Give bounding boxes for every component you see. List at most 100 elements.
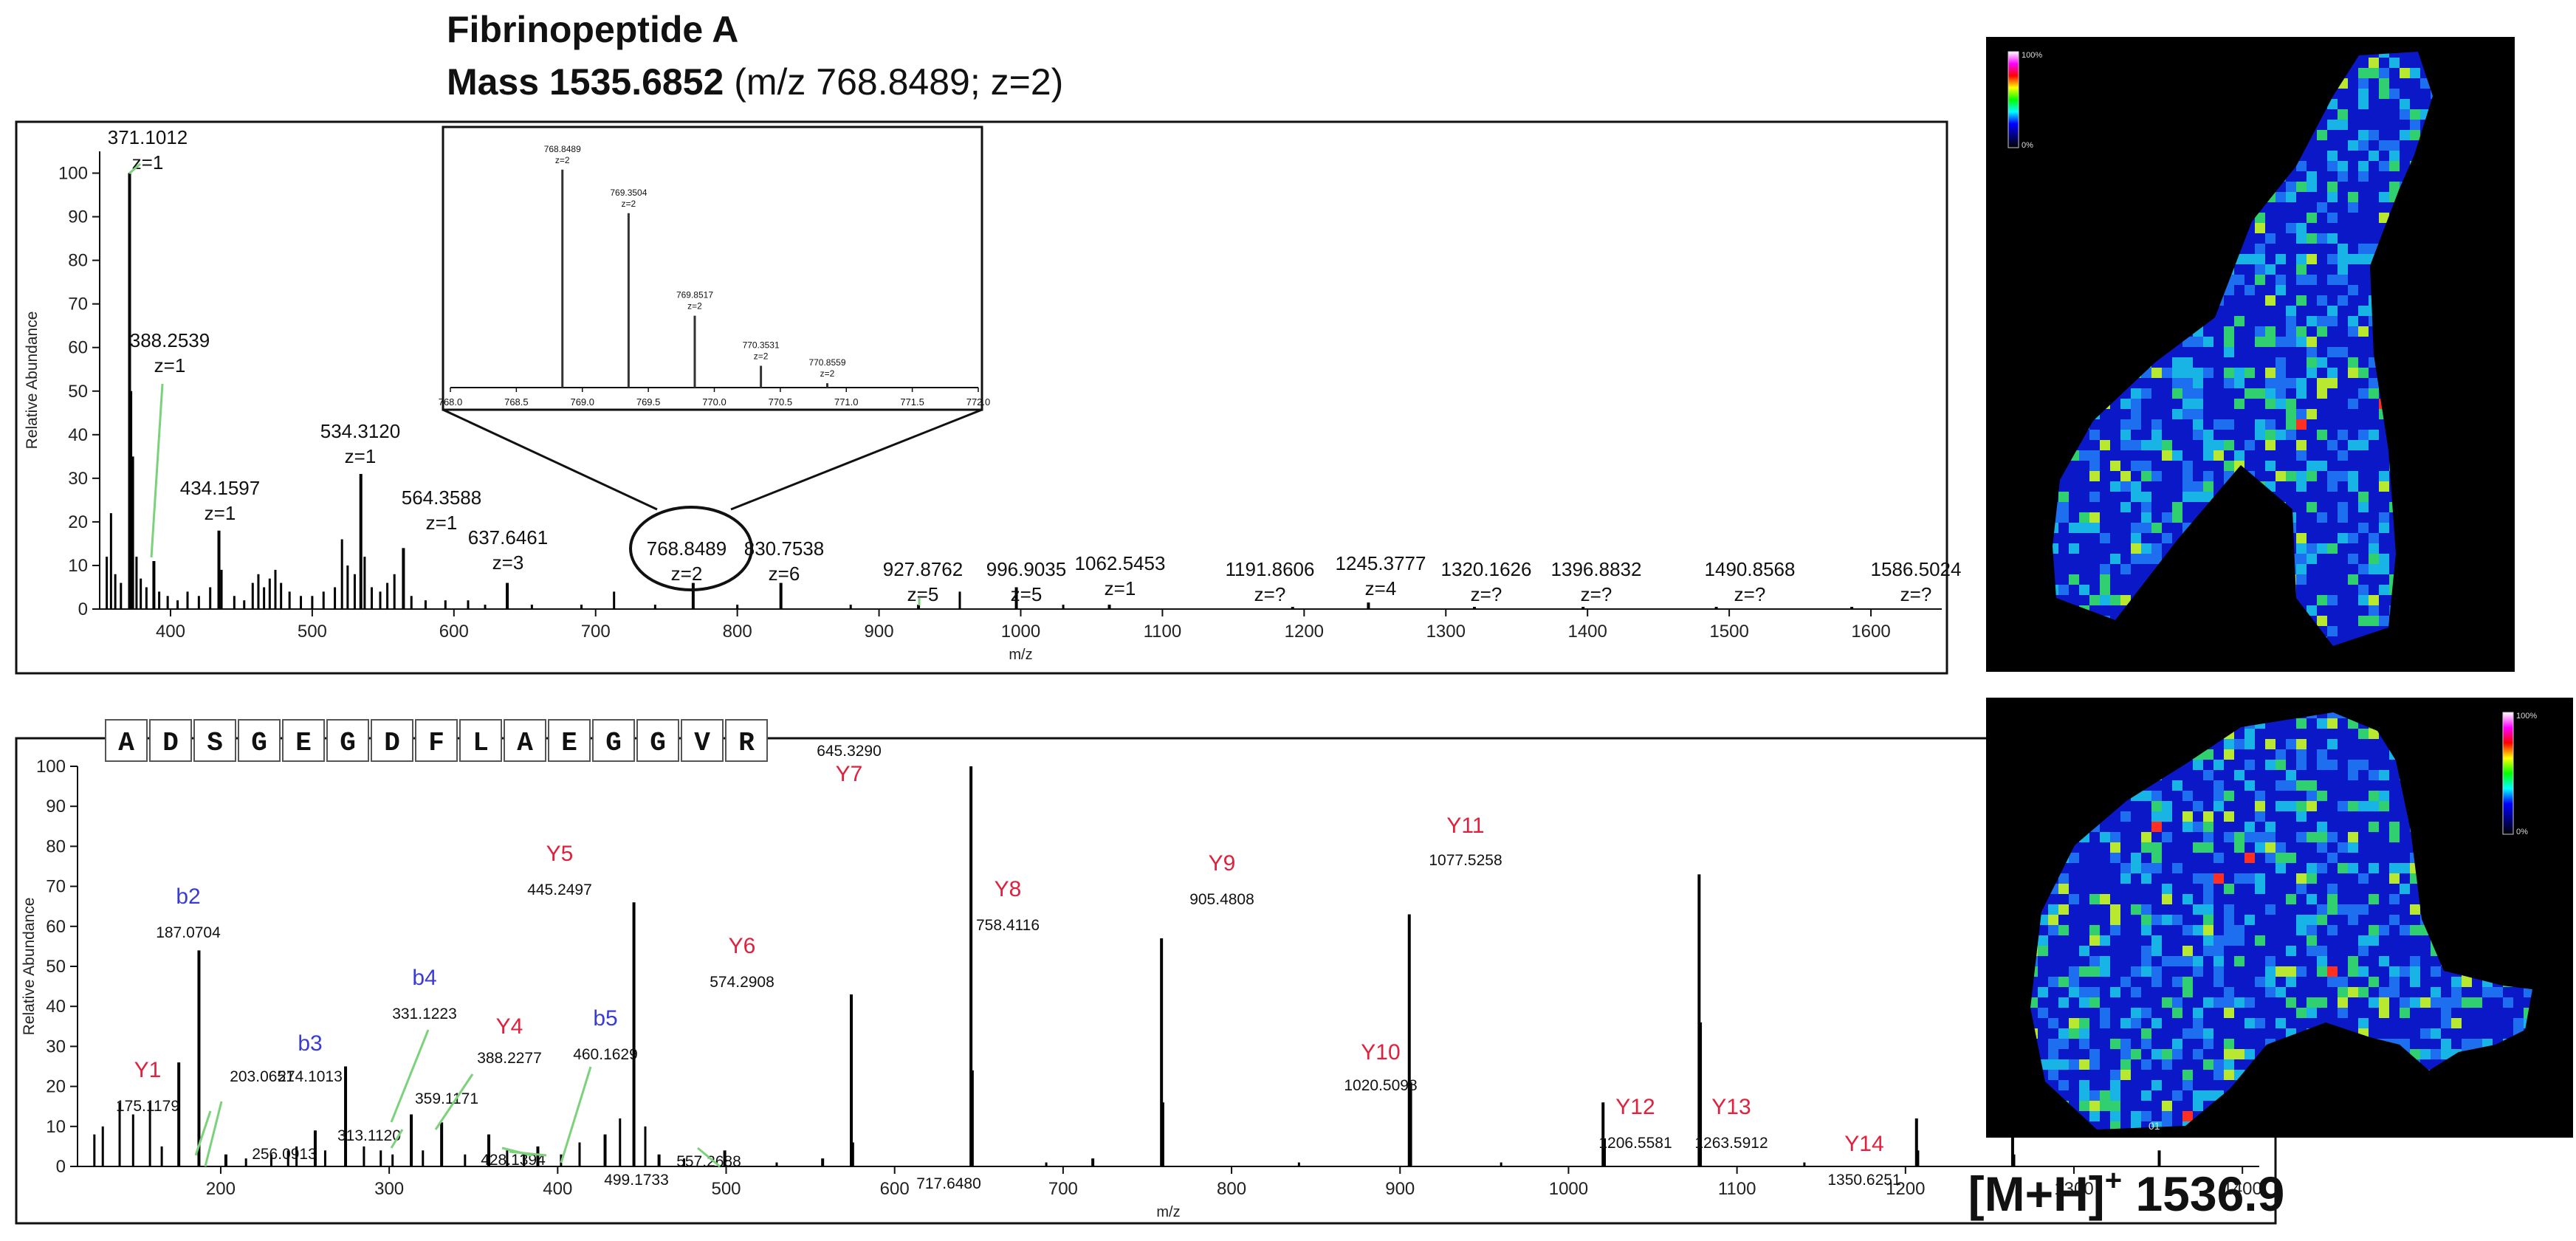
intensity-pixel xyxy=(1996,554,2007,564)
intensity-pixel xyxy=(2100,636,2110,646)
intensity-pixel xyxy=(2296,832,2307,842)
intensity-pixel xyxy=(2255,347,2265,357)
intensity-pixel xyxy=(2069,254,2079,264)
intensity-pixel xyxy=(2286,523,2296,533)
intensity-pixel xyxy=(2213,326,2224,337)
intensity-pixel xyxy=(2089,718,2100,729)
intensity-pixel xyxy=(2255,419,2265,430)
intensity-pixel xyxy=(2182,264,2193,275)
intensity-pixel xyxy=(2338,347,2348,357)
sequence-residue-box xyxy=(149,719,192,762)
intensity-pixel xyxy=(2100,481,2110,492)
intensity-pixel xyxy=(2244,636,2255,646)
intensity-pixel xyxy=(2244,626,2255,636)
intensity-pixel xyxy=(2110,739,2120,749)
intensity-pixel xyxy=(1996,739,2007,749)
intensity-pixel xyxy=(2307,853,2317,863)
intensity-pixel xyxy=(2369,712,2379,718)
intensity-pixel xyxy=(2513,161,2515,171)
intensity-pixel xyxy=(2234,182,2244,192)
intensity-pixel xyxy=(2493,58,2503,68)
intensity-pixel xyxy=(2213,378,2224,388)
intensity-pixel xyxy=(2038,213,2048,223)
intensity-pixel xyxy=(2317,58,2327,68)
intensity-pixel xyxy=(2389,58,2400,68)
intensity-pixel xyxy=(2007,884,2017,894)
intensity-pixel xyxy=(2213,791,2224,801)
intensity-pixel xyxy=(2338,471,2348,481)
intensity-pixel xyxy=(2244,616,2255,626)
intensity-pixel xyxy=(2451,37,2462,47)
intensity-pixel xyxy=(2027,306,2038,316)
intensity-pixel xyxy=(2172,853,2182,863)
intensity-pixel xyxy=(2493,739,2503,749)
intensity-pixel xyxy=(2358,99,2369,109)
intensity-pixel xyxy=(2451,512,2462,523)
intensity-pixel xyxy=(2265,585,2276,595)
intensity-pixel xyxy=(2451,749,2462,760)
intensity-pixel xyxy=(2348,657,2358,667)
intensity-pixel xyxy=(2296,140,2307,151)
intensity-pixel xyxy=(2369,99,2379,109)
intensity-pixel xyxy=(2007,357,2017,368)
intensity-pixel xyxy=(2089,233,2100,244)
intensity-pixel xyxy=(2069,440,2079,450)
intensity-pixel xyxy=(2358,770,2369,780)
intensity-pixel xyxy=(2131,647,2141,657)
intensity-pixel xyxy=(2327,130,2338,140)
intensity-pixel xyxy=(2307,739,2317,749)
intensity-pixel xyxy=(2400,616,2410,626)
intensity-pixel xyxy=(2276,254,2286,264)
intensity-pixel xyxy=(2358,554,2369,564)
intensity-pixel xyxy=(2141,388,2151,399)
intensity-pixel xyxy=(2420,780,2431,791)
intensity-pixel xyxy=(2451,368,2462,378)
intensity-pixel xyxy=(2410,244,2420,254)
intensity-pixel xyxy=(2286,780,2296,791)
intensity-pixel xyxy=(2058,109,2069,120)
peak-label: 1396.8832 xyxy=(1551,558,1642,580)
intensity-pixel xyxy=(1996,47,2007,58)
intensity-pixel xyxy=(2265,811,2276,822)
intensity-pixel xyxy=(2565,894,2573,904)
intensity-pixel xyxy=(2431,729,2441,739)
intensity-pixel xyxy=(2203,492,2213,502)
intensity-pixel xyxy=(2058,244,2069,254)
intensity-pixel xyxy=(2472,832,2482,842)
intensity-pixel xyxy=(2358,368,2369,378)
intensity-pixel xyxy=(2030,863,2038,873)
intensity-pixel xyxy=(2462,306,2472,316)
intensity-pixel xyxy=(2276,295,2286,306)
intensity-pixel xyxy=(2338,760,2348,770)
intensity-pixel xyxy=(2224,378,2234,388)
intensity-pixel xyxy=(2400,378,2410,388)
intensity-pixel xyxy=(2110,853,2120,863)
intensity-pixel xyxy=(2534,832,2544,842)
intensity-pixel xyxy=(2358,739,2369,749)
intensity-pixel xyxy=(2151,574,2162,585)
intensity-pixel xyxy=(2224,595,2234,605)
intensity-pixel xyxy=(2182,161,2193,171)
intensity-pixel xyxy=(2038,120,2048,130)
intensity-pixel xyxy=(2017,667,2027,672)
intensity-pixel xyxy=(2369,915,2379,925)
sequence-residue-box xyxy=(725,719,768,762)
intensity-pixel xyxy=(2193,58,2203,68)
intensity-pixel xyxy=(2431,605,2433,616)
intensity-pixel xyxy=(2030,791,2038,801)
fragment-mz-label: 1350.6251 xyxy=(1827,1172,1900,1189)
intensity-pixel xyxy=(2482,925,2493,935)
intensity-pixel xyxy=(2162,863,2172,873)
intensity-pixel xyxy=(2513,78,2515,89)
intensity-pixel xyxy=(2307,636,2317,646)
intensity-pixel xyxy=(2400,151,2410,161)
intensity-pixel xyxy=(2151,399,2162,409)
intensity-pixel xyxy=(2472,554,2482,564)
intensity-pixel xyxy=(2172,409,2182,419)
intensity-pixel xyxy=(2265,120,2276,130)
intensity-pixel xyxy=(2193,285,2203,295)
intensity-pixel xyxy=(2100,894,2110,904)
intensity-pixel xyxy=(2327,285,2338,295)
intensity-pixel xyxy=(2441,233,2451,244)
intensity-pixel xyxy=(2213,915,2224,925)
